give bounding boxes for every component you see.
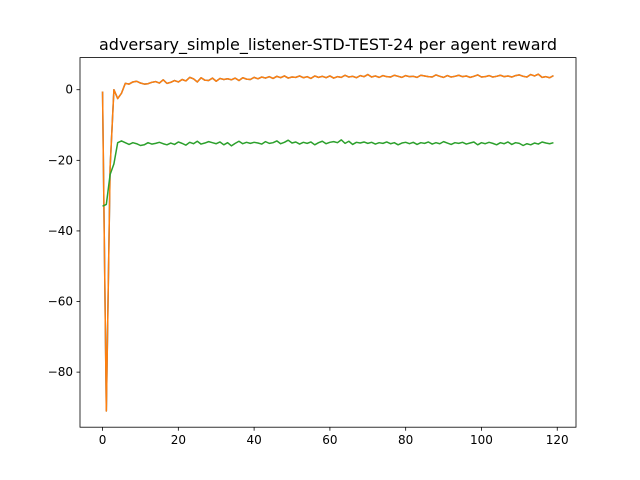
x-tick-label: 80 — [398, 433, 413, 447]
plot-frame — [79, 57, 577, 428]
y-tick-label: 0 — [65, 83, 73, 97]
x-tick-label: 40 — [246, 433, 261, 447]
x-axis: 0 20 40 60 80 100 120 — [99, 427, 569, 447]
y-tick-label: −60 — [48, 295, 73, 309]
x-tick-label: 20 — [171, 433, 186, 447]
x-tick-label: 120 — [546, 433, 569, 447]
x-tick-label: 100 — [470, 433, 493, 447]
x-tick-label: 0 — [99, 433, 107, 447]
y-tick-label: −40 — [48, 224, 73, 238]
y-axis: 0 −20 −40 −60 −80 — [48, 83, 80, 379]
y-tick-label: −20 — [48, 153, 73, 167]
series-layer — [101, 73, 554, 412]
y-tick-label: −80 — [48, 365, 73, 379]
x-tick-label: 60 — [322, 433, 337, 447]
plot-area — [80, 57, 576, 428]
series-line-3 — [102, 139, 554, 207]
chart-title: adversary_simple_listener-STD-TEST-24 pe… — [99, 35, 557, 55]
series-line-2 — [101, 73, 554, 412]
